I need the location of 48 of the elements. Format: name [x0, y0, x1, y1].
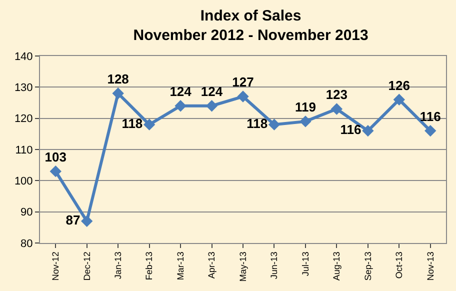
x-tick-label: Nov-13 — [425, 252, 436, 281]
y-tick-label: 130 — [14, 82, 33, 94]
data-label: 87 — [66, 212, 80, 228]
x-tick-label: Jul-13 — [300, 252, 310, 276]
x-tick-label: Dec-12 — [82, 252, 92, 281]
y-tick-label: 110 — [15, 144, 33, 156]
point — [393, 94, 405, 106]
point — [424, 124, 436, 137]
x-tick-label: Jun-13 — [269, 252, 280, 280]
data-label: 123 — [326, 87, 348, 102]
chart-title: Index of Sales — [200, 7, 302, 24]
x-tick-label: Apr-13 — [206, 252, 217, 279]
point — [330, 103, 343, 115]
data-label: 127 — [232, 74, 254, 90]
y-tick-label: 120 — [14, 113, 33, 126]
y-tick-label: 100 — [14, 176, 33, 188]
data-label: 116 — [420, 108, 441, 124]
y-tick-label: 140 — [14, 50, 33, 63]
data-label: 118 — [246, 116, 268, 131]
data-label: 124 — [170, 84, 192, 99]
data-label: 128 — [107, 72, 129, 87]
x-tick-label: Jan-13 — [113, 252, 124, 280]
data-label: 116 — [340, 122, 362, 138]
point — [237, 90, 249, 102]
data-label: 126 — [388, 78, 410, 93]
point — [268, 118, 280, 130]
y-tick-label: 90 — [20, 206, 33, 219]
point — [143, 118, 156, 130]
data-label: 118 — [122, 116, 143, 131]
point — [50, 165, 62, 178]
point — [81, 215, 93, 228]
point — [112, 88, 124, 100]
x-tick-label: Aug-13 — [332, 252, 342, 281]
data-label: 119 — [294, 100, 316, 115]
point — [300, 116, 312, 128]
point — [174, 100, 186, 112]
x-tick-label: Feb-13 — [144, 252, 154, 280]
x-tick-label: Oct-13 — [394, 252, 404, 279]
x-tick-label: Mar-13 — [175, 252, 186, 280]
point — [206, 100, 218, 112]
x-tick-label: Sep-13 — [362, 252, 373, 281]
data-label: 124 — [200, 84, 224, 99]
chart-subtitle: November 2012 - November 2013 — [133, 26, 368, 44]
point — [362, 124, 374, 137]
data-label: 103 — [44, 149, 66, 164]
x-tick-label: May-13 — [238, 252, 248, 282]
y-tick-label: 80 — [20, 238, 33, 250]
x-tick-label: Nov-12 — [50, 252, 61, 281]
